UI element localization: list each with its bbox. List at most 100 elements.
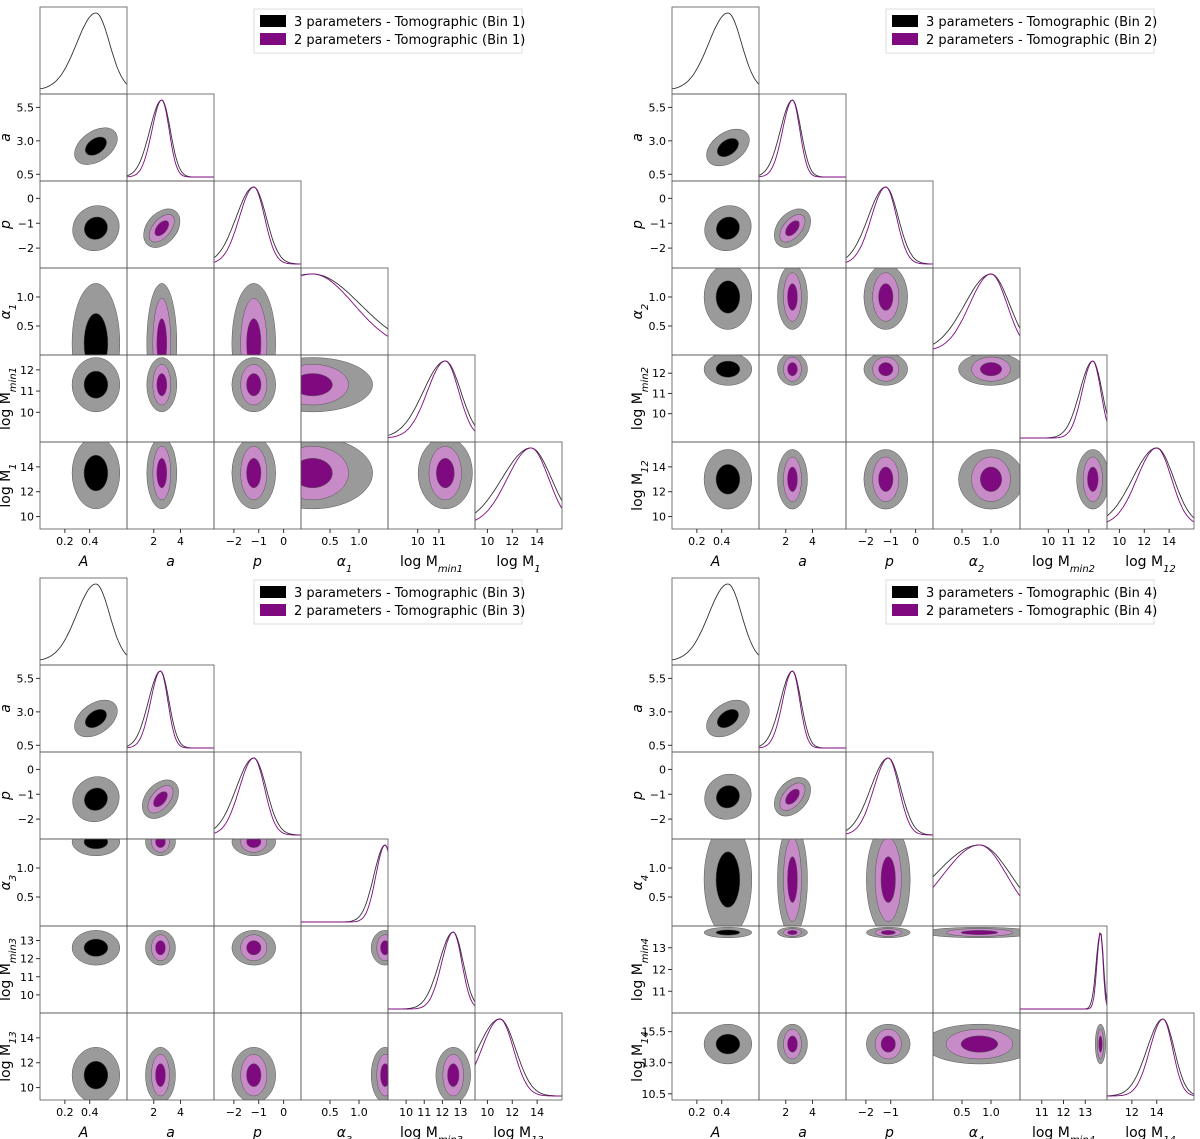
panel-frame [39,6,128,95]
legend-swatch [892,586,918,598]
panel-bin1-r2-c1 [126,180,215,269]
panel-bin4-r5-c4: 11 12 13 log Mmin4 [1019,1012,1108,1139]
contour-2-parameters-inner [960,1035,999,1053]
contour-2-parameters-inner [787,466,798,492]
y-tick-label: 13 [20,935,34,948]
panel-bin3-r2-c0: −2 −1 0 p [0,751,128,840]
x-tick-label: 12 [1125,1106,1139,1119]
marginal-2-parameters [475,1018,562,1097]
panel-bin3-r5-c2: −2 −1 0 p [213,1012,302,1139]
x-tick-label: 0.5 [953,1106,971,1119]
marginal-3-parameters [672,12,759,90]
x-tick-label: 0.4 [713,1106,731,1119]
x-tick-label: −1 [883,535,899,548]
y-axis-label: p [630,220,646,230]
y-tick-label: 0 [659,763,666,776]
x-tick-label: 4 [177,535,184,548]
marginal-2-parameters [846,186,933,265]
x-tick-label: 12 [505,535,519,548]
y-axis-label: α3 [0,875,19,891]
y-tick-label: 0.5 [17,891,35,904]
y-tick-label: 10.5 [642,1088,667,1101]
x-axis-label: α1 [337,554,353,575]
y-tick-label: −2 [18,242,34,255]
panel-bin4-r4-c4 [1019,925,1108,1014]
x-tick-label: 11 [417,1106,431,1119]
legend-entry: 2 parameters - Tomographic (Bin 1) [294,33,525,48]
panel-frame [1106,1012,1195,1101]
x-tick-label: 12 [1082,535,1096,548]
contour-3-parameters-inner [85,709,107,728]
x-axis-label: a [798,1125,807,1139]
x-axis-label: A [710,1125,721,1139]
y-tick-label: −2 [650,813,666,826]
panel-bin1-r3-c1 [126,267,215,356]
x-tick-label: 0 [280,1106,287,1119]
panel-bin1-r5-c5: 10 12 14 log M1 [474,441,563,575]
marginal-2-parameters [1020,360,1107,439]
panel-bin1-r5-c2: −2 −1 0 p [213,441,302,570]
legend-entry: 3 parameters - Tomographic (Bin 3) [294,586,525,601]
contour-2-parameters-inner [880,930,896,935]
panel-bin2-r4-c3 [932,354,1021,443]
legend-entry: 3 parameters - Tomographic (Bin 1) [294,15,525,30]
contour-2-parameters-inner [787,1035,798,1053]
panel-bin3-r4-c1 [126,925,215,1014]
panel-bin1-r0-c0 [39,6,128,95]
panel-frame [387,354,476,443]
y-axis-label: α2 [630,304,651,320]
x-tick-label: 10 [411,535,425,548]
marginal-2-parameters [214,186,301,265]
contour-3-parameters-inner [83,370,109,399]
y-axis-label: log M14 [630,1031,651,1082]
panel-bin4-r3-c0: 0.5 1.0α4 [630,838,760,927]
panel-bin1-r4-c4 [387,354,476,443]
y-tick-label: 11 [20,971,34,984]
panel-bin2-r1-c0: 0.5 3.0 5.5 a [630,93,760,182]
y-tick-label: 0.5 [649,168,667,181]
panel-bin2-r3-c1 [758,267,847,356]
contour-2-parameters-inner [380,940,388,956]
y-axis-label: a [630,133,646,142]
x-axis-label: a [798,554,807,570]
marginal-3-parameters [672,583,759,661]
panel-bin1-r1-c0: 0.5 3.0 5.5 a [0,93,128,182]
panel-bin2-r4-c2 [845,354,934,443]
x-axis-label: log Mmin3 [400,1125,463,1139]
contour-2-parameters-inner [156,318,167,355]
contour-2-parameters-inner [380,1063,388,1087]
contour-2-parameters-inner [1087,466,1099,492]
panel-frame [39,577,128,666]
x-tick-label: 10 [480,535,494,548]
x-tick-label: 4 [177,1106,184,1119]
y-axis-label: log M12 [630,460,651,511]
panel-bin1-r4-c1 [126,354,215,443]
x-axis-label: log M12 [1125,554,1176,575]
contour-2-parameters-inner [878,466,894,492]
y-tick-label: 12 [652,486,666,499]
panel-bin1-r5-c3: 0.5 1.0 α1 [300,441,389,575]
panel-bin2-r3-c0: 0.5 1.0α2 [630,267,760,356]
contour-3-parameters-inner [84,787,108,811]
legend-entry: 2 parameters - Tomographic (Bin 3) [294,604,525,619]
marginal-2-parameters [388,931,475,1010]
x-axis-label: α4 [969,1125,985,1139]
x-tick-label: 0.5 [953,535,971,548]
marginal-3-parameters [127,670,214,749]
panel-frame [845,180,934,269]
x-tick-label: 0.4 [81,1106,99,1119]
contour-2-parameters-inner [1098,1035,1103,1053]
contour-3-parameters-inner [717,138,739,157]
y-tick-label: 12 [20,486,34,499]
panel-bin4-r2-c1 [758,751,847,840]
panel-bin3-r2-c1 [126,751,215,840]
panel-bin3-r3-c1 [126,838,215,927]
legend-bin-2: 3 parameters - Tomographic (Bin 2) 2 para… [885,8,1157,54]
panel-frame [671,925,760,1014]
y-axis-label: a [0,704,14,713]
